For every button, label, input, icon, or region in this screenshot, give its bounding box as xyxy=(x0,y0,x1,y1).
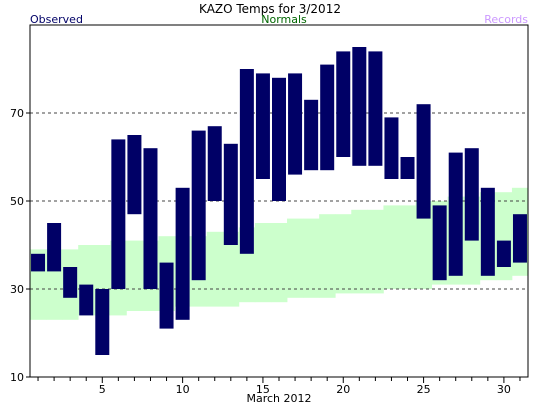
y-tick-label: 70 xyxy=(10,107,24,120)
observed-bar xyxy=(95,289,110,355)
observed-bar xyxy=(464,148,479,241)
legend-normals: Normals xyxy=(261,13,307,26)
observed-bar xyxy=(111,139,126,289)
x-tick-label: 10 xyxy=(176,383,190,396)
normals-band-day xyxy=(351,209,368,294)
normals-band-day xyxy=(383,205,400,289)
observed-bar xyxy=(384,117,399,179)
y-tick-label: 10 xyxy=(10,371,24,384)
observed-bar xyxy=(400,157,415,179)
x-tick-label: 30 xyxy=(497,383,511,396)
y-tick-label: 50 xyxy=(10,195,24,208)
observed-bar xyxy=(255,73,270,179)
normals-band-day xyxy=(222,231,240,307)
observed-bar xyxy=(320,64,335,171)
observed-bar xyxy=(31,253,46,272)
normals-band-day xyxy=(303,218,320,298)
observed-bar xyxy=(63,267,78,298)
normals-band-day xyxy=(367,209,384,294)
normals-band-day xyxy=(335,214,352,294)
observed-bar xyxy=(127,135,142,215)
y-tick-label: 30 xyxy=(10,283,24,296)
chart-title: KAZO Temps for 3/2012 xyxy=(199,2,341,16)
legend-records: Records xyxy=(484,13,528,26)
legend-observed: Observed xyxy=(30,13,83,26)
observed-bar xyxy=(191,130,206,281)
x-tick-label: 25 xyxy=(417,383,431,396)
observed-bar xyxy=(416,104,431,219)
x-tick-label: 15 xyxy=(256,383,270,396)
axis-layer: 10 30 50 70 5 10 15 20 25 30 xyxy=(10,107,521,396)
observed-bar xyxy=(368,51,383,166)
normals-band-day xyxy=(319,214,336,298)
observed-bar xyxy=(239,69,254,254)
observed-bar xyxy=(288,73,303,175)
observed-bar xyxy=(223,143,238,245)
observed-bar xyxy=(496,240,511,267)
x-tick-label: 5 xyxy=(99,383,106,396)
normals-band-day xyxy=(254,223,272,303)
observed-bar xyxy=(336,51,351,157)
normals-band-day xyxy=(399,205,416,289)
observed-bar xyxy=(304,99,319,171)
normals-band-day xyxy=(287,218,304,298)
normals-band-day xyxy=(270,223,288,303)
normals-band-day xyxy=(126,240,143,311)
x-axis-label: March 2012 xyxy=(246,392,311,405)
observed-bar xyxy=(352,47,367,166)
observed-bar xyxy=(207,126,222,201)
observed-bar xyxy=(143,148,158,289)
observed-bar xyxy=(159,262,174,329)
observed-bar xyxy=(432,205,447,281)
observed-bar xyxy=(272,77,286,201)
observed-bar xyxy=(512,214,527,263)
observed-bar xyxy=(47,223,62,272)
normals-band-day xyxy=(206,231,224,307)
observed-bar xyxy=(480,187,495,276)
observed-bar-layer xyxy=(31,47,527,355)
observed-bar xyxy=(448,152,463,276)
observed-bar xyxy=(175,187,190,320)
x-tick-label: 20 xyxy=(336,383,350,396)
observed-bar xyxy=(79,284,94,316)
normals-band-day xyxy=(415,201,433,289)
